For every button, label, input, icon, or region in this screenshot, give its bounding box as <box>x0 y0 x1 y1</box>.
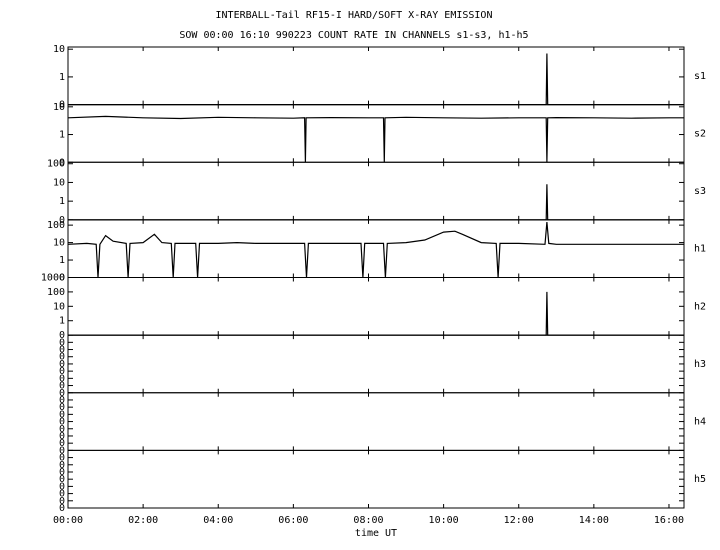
y-tick-label: 0 <box>59 417 65 428</box>
y-tick-label: 0 <box>59 467 65 478</box>
panel-label: h4 <box>694 417 706 428</box>
y-tick-label: 0 <box>59 345 65 356</box>
y-tick-label: 0 <box>59 330 65 341</box>
y-tick-label: 10 <box>53 301 65 312</box>
x-tick-label: 00:00 <box>53 515 83 526</box>
x-tick-label: 08:00 <box>353 515 383 526</box>
panel-frame <box>67 46 685 106</box>
x-tick-label: 14:00 <box>579 515 609 526</box>
panel-label: h3 <box>694 359 706 370</box>
panel-frame <box>67 219 685 278</box>
y-tick-label: 0 <box>59 503 65 514</box>
y-tick-label: 10 <box>53 238 65 249</box>
panel-label: h1 <box>694 244 706 255</box>
y-tick-label: 1 <box>59 72 65 83</box>
panel-frame <box>67 334 685 394</box>
y-tick-label: 1000 <box>41 273 65 284</box>
chart-title: INTERBALL-Tail RF15-I HARD/SOFT X-RAY EM… <box>216 10 493 21</box>
panel-frame <box>67 104 685 163</box>
y-tick-label: 0 <box>59 481 65 492</box>
y-tick-label: 0 <box>59 395 65 406</box>
y-tick-label: 10 <box>53 177 65 188</box>
y-tick-label: 1 <box>59 255 65 266</box>
y-tick-label: 0 <box>59 337 65 348</box>
data-line <box>68 53 684 106</box>
y-tick-label: 0 <box>59 453 65 464</box>
data-line <box>68 291 684 336</box>
y-tick-label: 0 <box>59 402 65 413</box>
y-tick-label: 0 <box>59 100 65 111</box>
y-tick-label: 10 <box>53 102 65 113</box>
y-tick-label: 10 <box>53 44 65 55</box>
panel-frame <box>67 449 685 509</box>
panel-label: s1 <box>694 71 706 82</box>
y-tick-label: 0 <box>59 424 65 435</box>
y-tick-label: 100 <box>47 159 65 170</box>
y-tick-label: 0 <box>59 157 65 168</box>
x-tick-label: 12:00 <box>504 515 534 526</box>
y-tick-label: 0 <box>59 445 65 456</box>
y-tick-label: 1 <box>59 316 65 327</box>
y-tick-label: 0 <box>59 366 65 377</box>
panel-label: h2 <box>694 301 706 312</box>
y-tick-label: 100 <box>47 220 65 231</box>
y-tick-label: 0 <box>59 352 65 363</box>
y-tick-label: 0 <box>59 388 65 399</box>
y-tick-label: 1 <box>59 196 65 207</box>
y-tick-label: 100 <box>47 287 65 298</box>
panel-label: s2 <box>694 128 706 139</box>
y-tick-label: 0 <box>59 489 65 500</box>
x-tick-label: 16:00 <box>654 515 684 526</box>
panel-frame <box>67 392 685 451</box>
data-line <box>67 115 684 163</box>
x-tick-label: 02:00 <box>128 515 158 526</box>
y-tick-label: 0 <box>59 431 65 442</box>
x-tick-label: 10:00 <box>429 515 459 526</box>
y-tick-label: 0 <box>59 273 65 284</box>
y-tick-label: 0 <box>59 215 65 226</box>
y-tick-label: 1 <box>59 130 65 141</box>
x-tick-label: 04:00 <box>203 515 233 526</box>
y-tick-label: 0 <box>59 460 65 471</box>
y-tick-label: 0 <box>59 496 65 507</box>
panel-label: h5 <box>694 474 706 485</box>
chart-subtitle: SOW 00:00 16:10 990223 COUNT RATE IN CHA… <box>179 30 528 41</box>
panel-label: s3 <box>694 186 706 197</box>
y-tick-label: 0 <box>59 474 65 485</box>
y-tick-label: 0 <box>59 438 65 449</box>
panel-frame <box>67 277 685 336</box>
x-axis-label: time UT <box>355 528 397 539</box>
data-line <box>67 222 684 278</box>
y-tick-label: 0 <box>59 373 65 384</box>
y-tick-label: 0 <box>59 409 65 420</box>
data-line <box>68 184 684 221</box>
x-tick-label: 06:00 <box>278 515 308 526</box>
y-tick-label: 0 <box>59 381 65 392</box>
panel-frame <box>67 161 685 221</box>
y-tick-label: 0 <box>59 359 65 370</box>
